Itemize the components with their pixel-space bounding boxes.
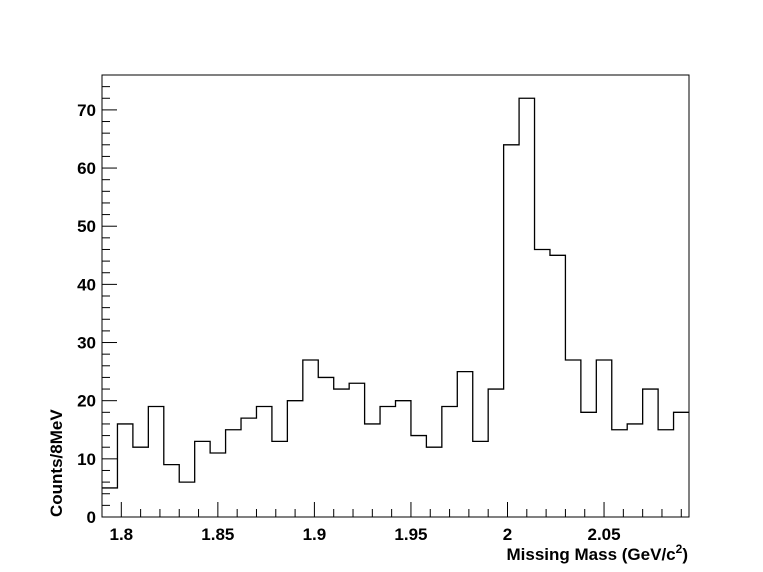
x-tick-label: 1.8: [109, 525, 133, 544]
histogram-bin: [596, 360, 611, 517]
histogram-bin: [287, 401, 302, 517]
histogram-bin: [426, 447, 441, 517]
x-tick-labels: 1.8 1.85 1.9 1.95 2 2.05: [109, 525, 620, 544]
y-tick-labels: 0 10 20 30 40 50 60 70: [77, 101, 96, 527]
histogram-bin: [612, 430, 627, 517]
y-tick-label: 20: [77, 392, 96, 411]
x-axis-title-superscript: 2: [676, 542, 683, 556]
histogram-bin: [565, 360, 580, 517]
histogram-bin: [102, 488, 117, 517]
histogram-bin: [473, 441, 488, 517]
x-tick-label: 1.9: [303, 525, 327, 544]
histogram-bin: [179, 482, 194, 517]
histogram-bin: [117, 424, 132, 517]
histogram-bin: [411, 436, 426, 517]
y-tick-label: 0: [87, 508, 96, 527]
x-tick-label: 1.85: [201, 525, 234, 544]
histogram-bin: [643, 389, 658, 517]
histogram-bin: [226, 430, 241, 517]
histogram-bin: [148, 407, 163, 518]
y-tick-label: 50: [77, 217, 96, 236]
x-axis-title: Missing Mass (GeV/c2): [507, 542, 688, 564]
histogram-bin: [674, 412, 689, 517]
histogram-bin: [535, 249, 550, 517]
y-axis-title: Counts/8MeV: [47, 409, 66, 517]
histogram-bin: [396, 401, 411, 517]
histogram-bin: [581, 412, 596, 517]
y-tick-label: 10: [77, 450, 96, 469]
histogram-bin: [195, 441, 210, 517]
histogram-bin: [488, 389, 503, 517]
histogram-bin: [519, 98, 534, 517]
histogram-bin: [241, 418, 256, 517]
histogram-bin: [442, 407, 457, 518]
histogram-bins: [102, 98, 689, 517]
x-axis-title-main: Missing Mass (GeV/c: [507, 545, 676, 564]
histogram-bin: [658, 430, 673, 517]
y-tick-label: 30: [77, 334, 96, 353]
histogram-bin: [256, 407, 271, 518]
plot-frame: [101, 74, 690, 518]
x-tick-label: 1.95: [394, 525, 427, 544]
histogram-bin: [164, 465, 179, 517]
histogram-bin: [627, 424, 642, 517]
histogram-bin: [365, 424, 380, 517]
x-tick-label: 2.05: [587, 525, 620, 544]
y-axis-ticks: [102, 74, 117, 518]
histogram-bin: [303, 360, 318, 517]
histogram-bin: [380, 407, 395, 518]
histogram-series-line: [102, 97, 689, 489]
histogram-bin: [457, 372, 472, 517]
histogram-bin: [133, 447, 148, 517]
histogram-bin: [550, 255, 565, 517]
y-tick-label: 60: [77, 159, 96, 178]
x-tick-label: 2: [503, 525, 512, 544]
histogram-bin: [318, 377, 333, 517]
histogram-bin: [334, 389, 349, 517]
x-axis-ticks: [101, 502, 682, 517]
x-axis-title-suffix: ): [682, 545, 688, 564]
y-tick-label: 70: [77, 101, 96, 120]
histogram-bin: [504, 145, 519, 517]
y-tick-label: 40: [77, 275, 96, 294]
histogram-bin: [272, 441, 287, 517]
histogram-bin: [349, 383, 364, 517]
